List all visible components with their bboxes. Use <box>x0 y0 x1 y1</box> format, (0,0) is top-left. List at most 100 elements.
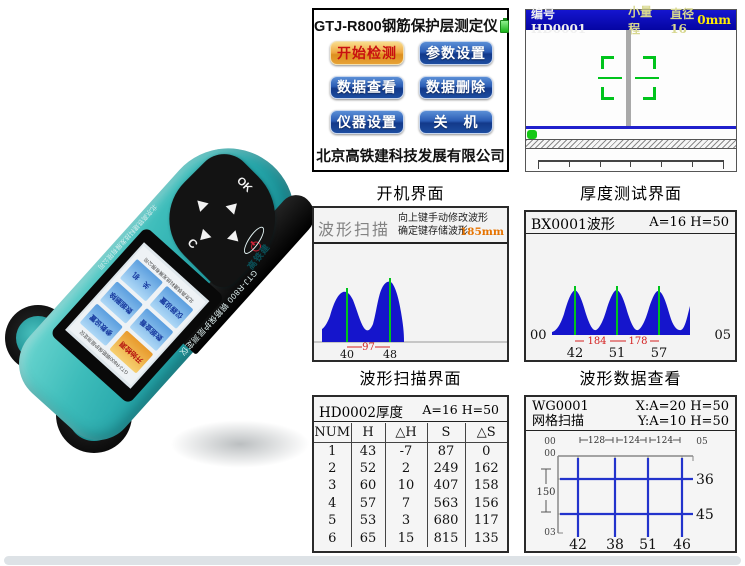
thickness-header: 编号HD0001 小量程 直径16 0mm <box>526 5 736 36</box>
y-spacing-label: 150 <box>536 487 555 498</box>
table-cell: 60 <box>350 477 385 495</box>
table-cell: 4 <box>328 495 337 511</box>
col-header: S <box>426 423 465 443</box>
wavescan-hints: 向上键手动修改波形 确定键存储波形 <box>398 212 488 238</box>
arrow-up-icon <box>193 196 209 212</box>
table-cell: 407 <box>426 477 465 495</box>
startup-button-3[interactable]: 数据删除 <box>419 75 493 100</box>
table-params: A=16 H=50 <box>422 402 499 417</box>
table-cell: 249 <box>426 459 465 477</box>
table-cell: 158 <box>464 477 507 495</box>
spacing-label: 97 <box>362 342 375 353</box>
table-cell: 6 <box>328 530 337 546</box>
startup-title: GTJ-R800钢筋保护层测定仪 <box>314 15 509 36</box>
peak-position-label: 40 <box>340 348 354 360</box>
col-header: NUM <box>314 423 351 443</box>
hint-line-1: 向上键手动修改波形 <box>398 213 488 224</box>
table-cell: 15 <box>384 529 427 547</box>
label-bg <box>588 434 605 445</box>
table-cell: 815 <box>426 529 465 547</box>
table-cell: 117 <box>464 512 507 530</box>
table-cell: 680 <box>426 512 465 530</box>
startup-button-2[interactable]: 数据查看 <box>330 75 404 100</box>
peak-position-label: 51 <box>609 346 626 360</box>
crosshair-line <box>598 77 622 79</box>
table-cell: 87 <box>426 442 465 460</box>
surface-line <box>526 126 736 129</box>
waveform-view-chart: 184 178 00 05 42 51 57 <box>530 286 731 360</box>
device-body-wrap: 北京高铁建科技发展有限公司 GTJ-R800钢筋保护层测定仪 开始检测 参数设置数… <box>2 121 324 455</box>
table-cell: 3 <box>328 478 337 494</box>
table-cell: 2 <box>328 460 337 476</box>
startup-button-0[interactable]: 开始检测 <box>330 41 404 65</box>
crosshair-icon <box>601 87 614 100</box>
ruler-tick <box>568 162 570 167</box>
separator <box>314 421 507 422</box>
col-header: H <box>350 423 385 443</box>
row-label: 45 <box>696 507 714 523</box>
grid-x-params: X:A=20 H=50 <box>635 399 729 414</box>
range-mode: 小量程 <box>628 5 653 36</box>
startup-buttons: 开始检测 参数设置 数据查看 数据删除 仪器设置关 机 <box>330 41 493 134</box>
table-cell: 0 <box>464 442 507 460</box>
device-photo: 北京高铁建科技发展有限公司 GTJ-R800钢筋保护层测定仪 开始检测 参数设置数… <box>0 90 324 490</box>
battery-icon <box>499 18 509 33</box>
grid-id: WG0001 <box>532 399 589 414</box>
table-cell: 57 <box>350 494 385 512</box>
rebar-diameter: 直径16 <box>670 6 695 36</box>
label-bg <box>656 434 673 445</box>
peak-position-label: 42 <box>567 346 584 360</box>
device-screen-ui: GTJ-R800钢筋保护层测定仪 开始检测 参数设置 数据查看 数据删除 仪器设置关 机… <box>68 245 206 386</box>
thickness-data-panel: HD0002厚度 A=16 H=50 NUM H △H S △S 1 43 -7 87… <box>312 395 509 553</box>
separator <box>314 242 507 244</box>
table-row: 3 60 10 407 158 <box>314 477 507 495</box>
table-title: HD0002厚度 <box>319 405 403 421</box>
table-cell: 3 <box>384 512 427 530</box>
crosshair-icon <box>601 56 614 69</box>
grid-header-row1: WG0001 X:A=20 H=50 <box>526 399 735 414</box>
target-dot-icon <box>527 130 537 139</box>
separator <box>526 430 735 431</box>
ok-button: OK <box>233 175 254 196</box>
caption-wavescan: 波形扫描界面 <box>359 371 462 388</box>
peak-position-label: 57 <box>651 346 668 360</box>
table-cell: 2 <box>384 459 427 477</box>
startup-button-1[interactable]: 参数设置 <box>419 41 493 65</box>
device-shadow <box>170 420 310 468</box>
grid-axes <box>557 455 693 533</box>
company-name: 北京高铁建科技发展有限公司 <box>316 149 505 165</box>
horizontal-scrollbar[interactable] <box>4 556 741 565</box>
arrow-right-icon <box>225 199 242 215</box>
caption-startup: 开机界面 <box>376 186 445 203</box>
ruler-tick <box>599 162 601 167</box>
table-cell: 1 <box>328 443 337 459</box>
end-label: 05 <box>714 328 731 343</box>
table-row: 4 57 7 563 156 <box>314 494 507 512</box>
table-cell: 135 <box>464 529 507 547</box>
table-row: 1 43 -7 87 0 <box>314 442 507 460</box>
col-header: △H <box>384 423 427 443</box>
corner-label: 03 <box>544 528 556 538</box>
table-cell: -7 <box>384 442 427 460</box>
data-table: NUM H △H S △S 1 43 -7 87 0 2 52 2 249 162 3 60 10 407… <box>314 423 507 547</box>
waveform-area <box>322 281 404 342</box>
table-row: 5 53 3 680 117 <box>314 512 507 530</box>
concrete-hatch-strip <box>526 139 736 149</box>
waveview-title: BX0001波形 <box>531 217 615 233</box>
waveview-params: A=16 H=50 <box>649 215 729 230</box>
y-spacing-measure <box>541 468 551 513</box>
corner-label: 00 <box>544 437 556 447</box>
arrow-down-icon <box>227 230 243 246</box>
startup-button-5[interactable]: 关 机 <box>419 110 493 134</box>
origin-label: 00 <box>544 449 556 459</box>
grid-y-params: Y:A=10 H=50 <box>637 414 729 429</box>
col-label: 42 <box>569 537 587 552</box>
depth-value: 185mm <box>459 226 504 238</box>
device-display: GTJ-R800钢筋保护层测定仪 开始检测 参数设置 数据查看 数据删除 仪器设置关 机… <box>65 242 210 389</box>
ruler-tick <box>630 162 632 167</box>
spacing-label: 178 <box>628 336 647 347</box>
startup-button-4[interactable]: 仪器设置 <box>330 110 404 134</box>
row-label: 36 <box>696 472 714 488</box>
table-cell: 5 <box>328 513 337 529</box>
